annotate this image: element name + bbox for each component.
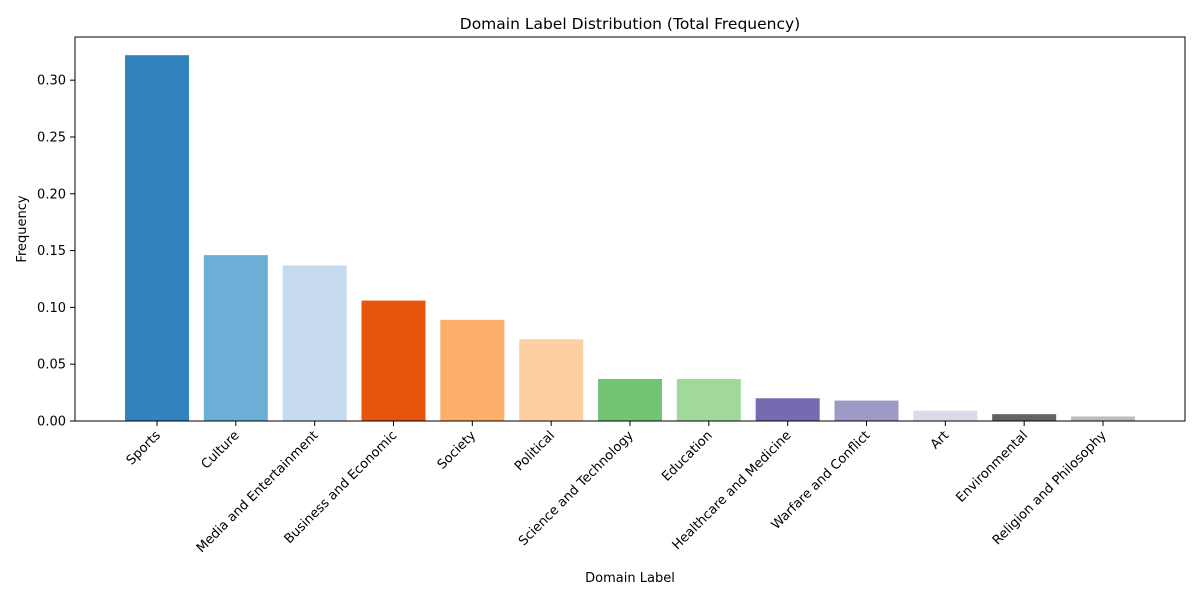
bar-3 — [361, 300, 426, 421]
bar-1 — [203, 255, 268, 421]
y-tick-label: 0.10 — [37, 301, 66, 316]
y-tick-label: 0.30 — [37, 74, 66, 89]
bar-0 — [125, 55, 189, 422]
bar-2 — [282, 265, 347, 421]
bar-7 — [676, 378, 741, 421]
y-tick-label: 0.00 — [37, 415, 66, 430]
y-axis-label: Frequency — [15, 195, 30, 262]
bar-4 — [440, 319, 505, 421]
y-axis: 0.00 0.05 0.10 0.15 0.20 0.25 0.30 — [37, 74, 75, 430]
x-axis-label: Domain Label — [585, 571, 675, 586]
y-tick-label: 0.20 — [37, 187, 66, 202]
bar-8 — [755, 398, 820, 421]
bar-12 — [1071, 416, 1135, 421]
bar-9 — [834, 400, 899, 421]
plot-frame — [74, 36, 1186, 422]
y-tick-label: 0.25 — [37, 130, 66, 145]
bar-6 — [598, 378, 662, 421]
y-tick-label: 0.05 — [37, 358, 66, 373]
chart-title: Domain Label Distribution (Total Frequen… — [460, 15, 800, 33]
bar-10 — [913, 410, 978, 421]
bar-5 — [519, 339, 584, 421]
y-tick-label: 0.15 — [37, 244, 66, 259]
bars-group — [125, 55, 1135, 422]
bar-11 — [992, 414, 1057, 421]
